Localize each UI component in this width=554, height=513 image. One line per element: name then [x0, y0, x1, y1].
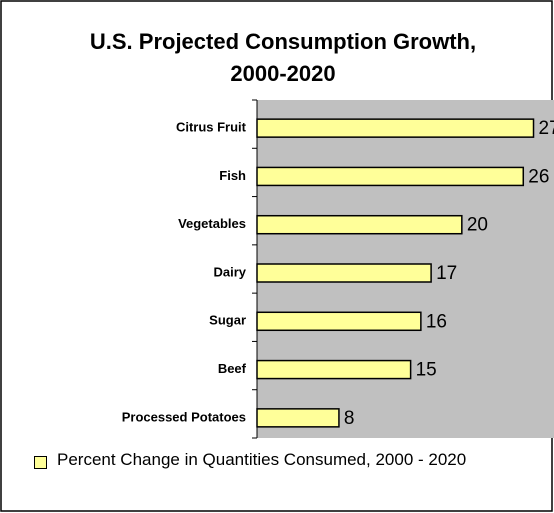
value-label: 17 — [436, 263, 457, 284]
category-label: Citrus Fruit — [176, 120, 247, 135]
value-label: 26 — [528, 166, 549, 187]
bar — [256, 311, 422, 332]
category-label: Vegetables — [178, 216, 246, 231]
category-label: Beef — [218, 361, 247, 376]
category-label: Dairy — [213, 264, 246, 279]
category-label: Fish — [219, 168, 246, 183]
category-label: Processed Potatoes — [122, 409, 246, 424]
value-label: 20 — [467, 215, 488, 236]
bar — [256, 118, 535, 138]
bar — [256, 263, 432, 283]
bar — [256, 214, 463, 235]
bar — [256, 359, 412, 380]
value-label: 27 — [539, 118, 554, 139]
value-label: 15 — [416, 360, 437, 381]
legend-key — [34, 456, 47, 469]
value-label: 16 — [426, 311, 447, 332]
bar — [256, 166, 525, 187]
legend-label: Percent Change in Quantities Consumed, 2… — [57, 450, 467, 469]
chart-title: U.S. Projected Consumption Growth, 2000-… — [89, 29, 477, 86]
category-label: Sugar — [209, 313, 246, 328]
value-label: 8 — [344, 408, 355, 429]
bar — [256, 408, 340, 428]
